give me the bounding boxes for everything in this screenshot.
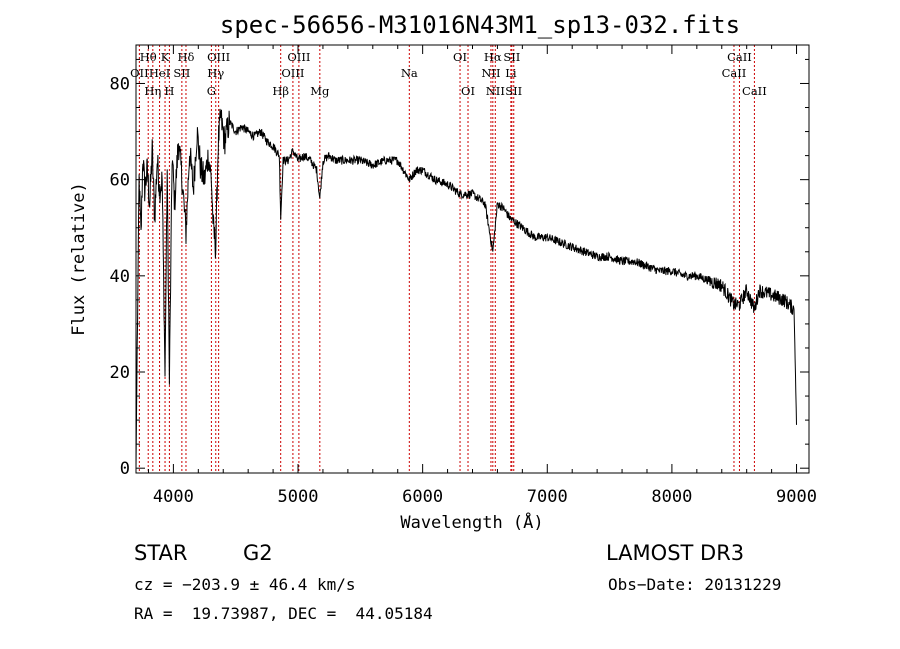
line-label-11: Hβ xyxy=(272,84,289,98)
line-label-18: Hα xyxy=(484,50,502,64)
line-label-5: H xyxy=(164,84,174,98)
line-label-10: G xyxy=(207,84,216,98)
y-axis-label: Flux (relative) xyxy=(69,182,89,336)
object-subclass: G2 xyxy=(243,541,273,565)
x-tick-label-4: 8000 xyxy=(651,487,692,507)
line-label-26: CaII xyxy=(742,84,767,98)
chart-title: spec-56656-M31016N43M1_sp13-032.fits xyxy=(220,11,740,39)
line-label-21: SII xyxy=(503,50,520,64)
line-label-16: OI xyxy=(453,50,467,64)
line-label-17: OI xyxy=(461,84,475,98)
line-label-0: Hθ xyxy=(140,50,157,64)
y-tick-label-2: 40 xyxy=(110,267,130,287)
line-label-20: NII xyxy=(486,84,505,98)
axis-ticks: 4000 5000 6000 7000 8000 9000 0 20 40 60 80 xyxy=(110,45,817,507)
line-label-15: Na xyxy=(401,66,418,80)
plot-frame xyxy=(135,44,810,474)
line-labels-group: Hθ OII K HeI Hη H SII Hδ OIII Hγ G Hβ OIII OIII Mg Na OI… xyxy=(130,50,767,98)
line-label-4: Hη xyxy=(144,84,161,98)
line-label-12: OIII xyxy=(287,50,310,64)
line-label-9: Hγ xyxy=(207,66,224,80)
line-label-14: Mg xyxy=(310,84,330,98)
line-label-19: NII xyxy=(481,66,500,80)
object-class: STAR xyxy=(134,541,188,565)
y-tick-label-1: 20 xyxy=(110,363,130,383)
emission-lines-group xyxy=(138,45,755,473)
line-label-1: OII xyxy=(130,66,149,80)
y-tick-label-0: 0 xyxy=(120,459,130,479)
line-label-8: OIII xyxy=(207,50,230,64)
redshift-cz: cz = −203.9 ± 46.4 km/s xyxy=(134,575,356,594)
x-tick-label-0: 4000 xyxy=(153,487,194,507)
x-tick-label-1: 5000 xyxy=(278,487,319,507)
line-label-7: Hδ xyxy=(177,50,194,64)
x-tick-label-2: 6000 xyxy=(402,487,443,507)
survey-name: LAMOST DR3 xyxy=(606,541,745,565)
ra-dec-coordinates: RA = 19.73987, DEC = 44.05184 xyxy=(134,604,433,623)
observation-date: Obs−Date: 20131229 xyxy=(608,575,782,594)
spectrum-line xyxy=(135,108,797,469)
line-label-25: CaII xyxy=(722,66,747,80)
y-tick-label-3: 60 xyxy=(110,171,130,191)
line-label-3: HeI xyxy=(149,66,170,80)
y-tick-label-4: 80 xyxy=(110,74,130,94)
line-label-24: CaII xyxy=(727,50,752,64)
line-label-22: Li xyxy=(505,66,517,80)
x-tick-label-3: 7000 xyxy=(527,487,568,507)
x-tick-label-5: 9000 xyxy=(776,487,817,507)
x-axis-label: Wavelength (Å) xyxy=(400,511,543,533)
line-label-6: SII xyxy=(173,66,190,80)
line-label-23: SII xyxy=(505,84,522,98)
line-label-13: OIII xyxy=(281,66,304,80)
line-label-2: K xyxy=(161,50,170,64)
spectrum-layer xyxy=(135,108,797,469)
